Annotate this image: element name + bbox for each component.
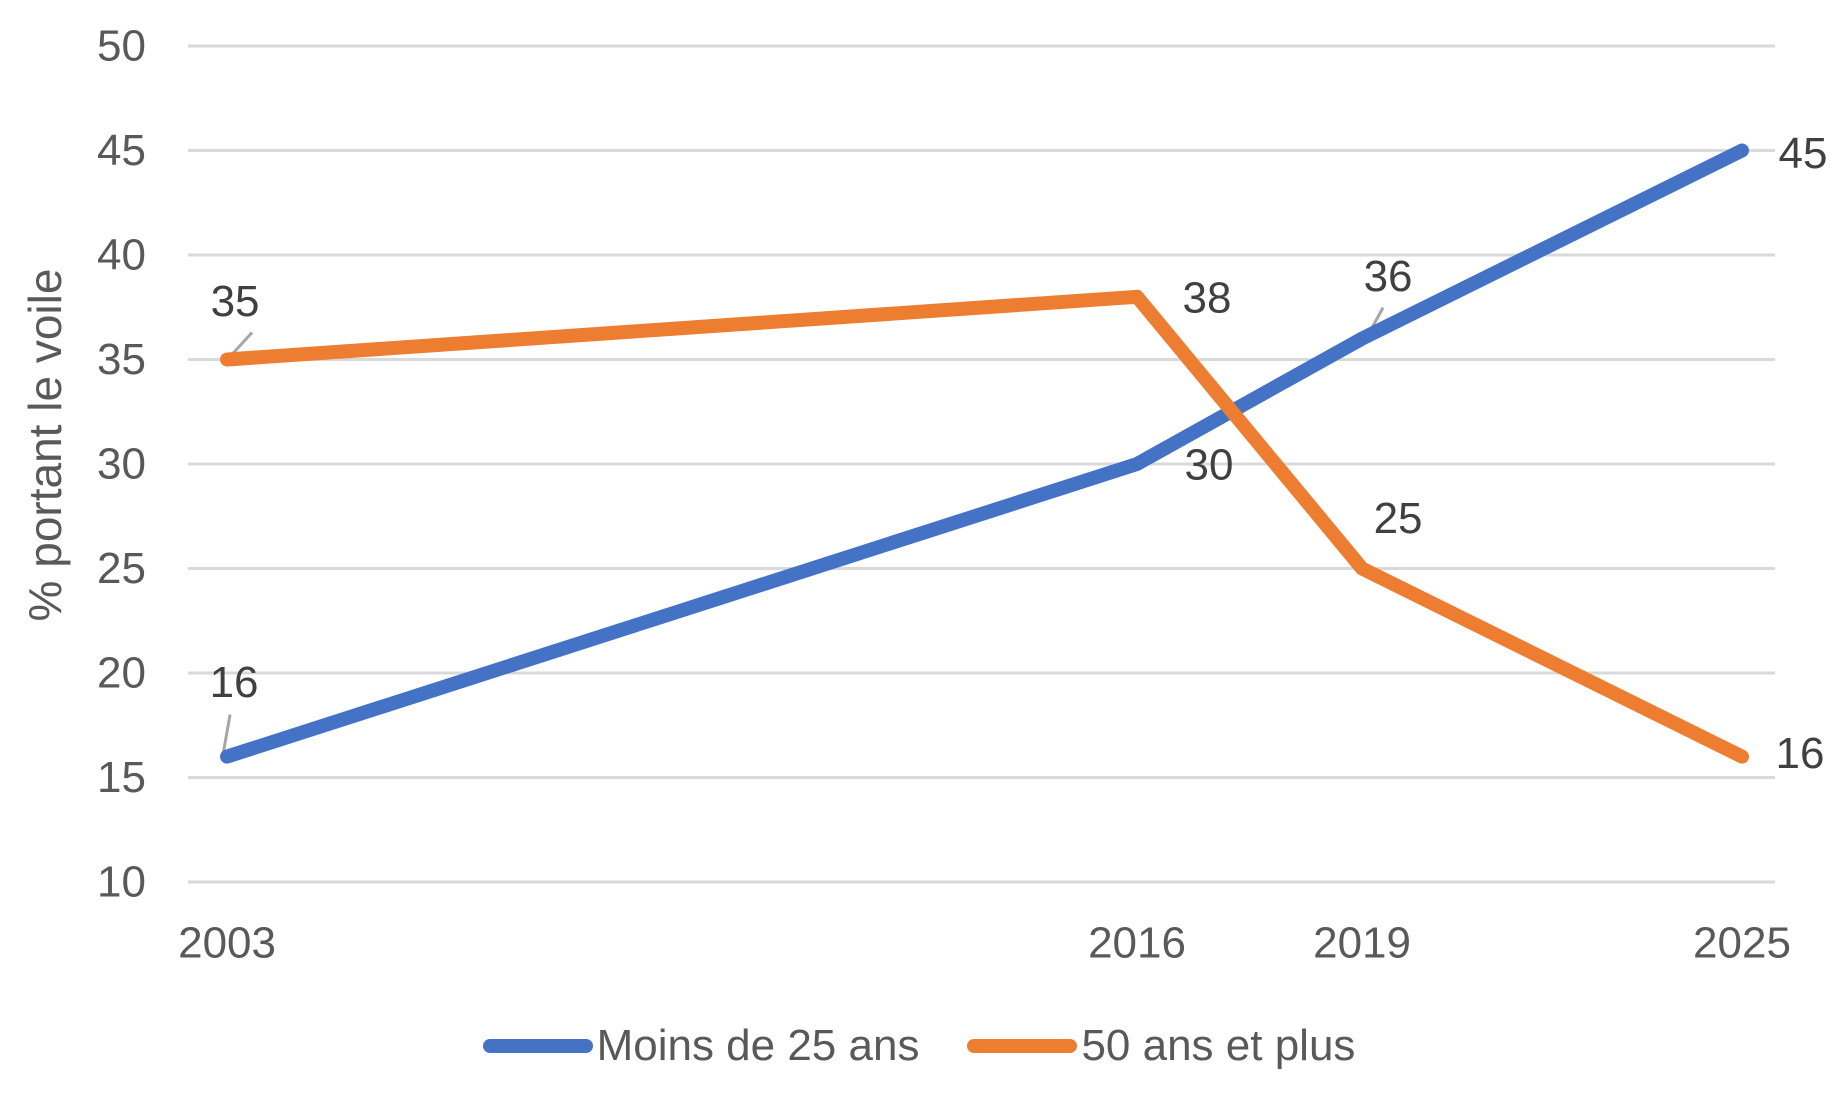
x-tick-label: 2016	[1088, 919, 1186, 968]
y-tick-label: 30	[97, 440, 146, 489]
data-label: 45	[1779, 129, 1828, 178]
y-tick-label: 50	[97, 22, 146, 71]
data-label: 35	[211, 277, 260, 326]
data-label: 38	[1183, 273, 1232, 322]
x-tick-label: 2019	[1313, 919, 1411, 968]
x-tick-label: 2025	[1693, 919, 1791, 968]
data-label: 25	[1374, 494, 1423, 543]
y-axis-tick-labels: 10 15 20 25 30 35 40 45 50	[97, 22, 146, 907]
x-tick-label: 2003	[178, 919, 276, 968]
legend-swatch-blue-line	[482, 1039, 593, 1053]
y-tick-label: 20	[97, 649, 146, 698]
y-tick-label: 40	[97, 231, 146, 280]
legend-item-moins-de-25-ans: Moins de 25 ans	[482, 1021, 920, 1071]
legend: Moins de 25 ans 50 ans et plus	[0, 1014, 1838, 1078]
legend-label-50-ans-et-plus: 50 ans et plus	[1081, 1021, 1356, 1070]
gridlines	[188, 44, 1775, 884]
data-label: 16	[210, 658, 259, 707]
data-label: 16	[1776, 729, 1825, 778]
x-axis-tick-labels: 2003 2016 2019 2025	[178, 919, 1791, 968]
y-tick-label: 25	[97, 544, 146, 593]
data-label-leader	[221, 714, 232, 755]
y-tick-label: 35	[97, 335, 146, 384]
y-axis-title: % portant le voile	[19, 269, 71, 622]
y-tick-label: 45	[97, 126, 146, 175]
series-lines	[220, 143, 1749, 764]
series-line	[220, 289, 1749, 764]
legend-label-moins-de-25-ans: Moins de 25 ans	[596, 1021, 920, 1070]
y-tick-label: 15	[97, 753, 146, 802]
series-line	[220, 143, 1749, 764]
data-label: 30	[1185, 441, 1234, 490]
y-tick-label: 10	[97, 858, 146, 907]
data-label: 36	[1364, 252, 1413, 301]
legend-swatch-orange-line	[967, 1039, 1078, 1053]
legend-item-50-ans-et-plus: 50 ans et plus	[967, 1021, 1355, 1071]
data-labels: 16 30 36 45 35 38 25 16	[210, 129, 1828, 778]
